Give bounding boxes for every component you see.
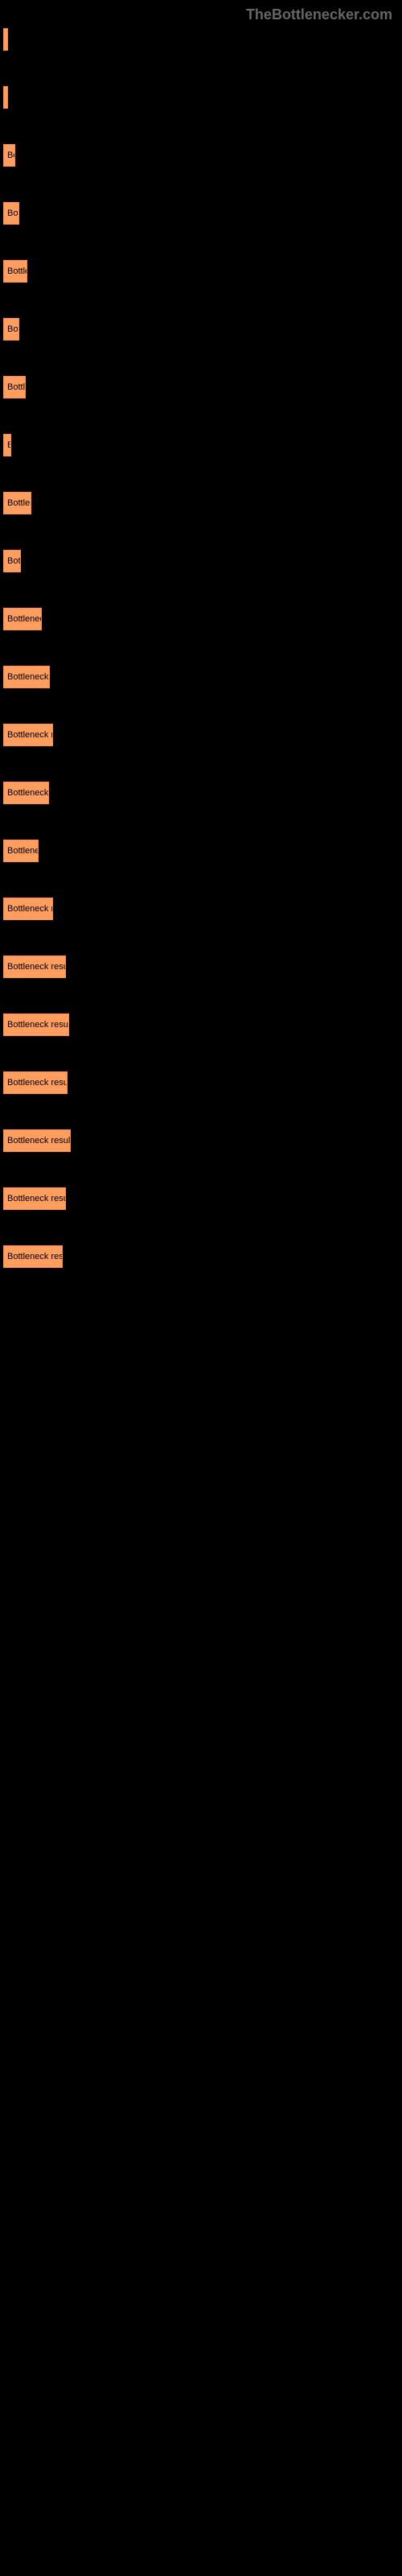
bar[interactable]: Bottleneck result — [3, 1071, 68, 1094]
bar[interactable]: Bottleneck result — [3, 956, 66, 978]
bar-row: Bottleneck result — [3, 838, 402, 862]
bar-row: Bottleneck result — [3, 664, 402, 688]
bar[interactable]: Bottleneck result — [3, 666, 50, 688]
bar-row: Bottleneck result — [3, 1012, 402, 1036]
bar-row: Bottleneck result — [3, 258, 402, 283]
bar-row: Bottleneck result — [3, 896, 402, 920]
bar[interactable]: Bottleneck result — [3, 86, 8, 109]
bar[interactable]: Bottleneck result — [3, 144, 15, 167]
bar[interactable]: Bottleneck result — [3, 376, 26, 398]
bar[interactable]: Bottleneck result — [3, 492, 31, 514]
bar[interactable]: Bottleneck result — [3, 898, 53, 920]
bar[interactable]: Bottleneck result — [3, 840, 39, 862]
bar[interactable]: Bottleneck result — [3, 1187, 66, 1210]
bar-row: Bottleneck result — [3, 142, 402, 167]
bar[interactable]: Bottleneck result — [3, 260, 27, 283]
bar-row: Bottleneck result — [3, 1070, 402, 1094]
bar-row: Bottleneck result — [3, 200, 402, 225]
bar[interactable]: Bottleneck result — [3, 782, 49, 804]
bar-row: Bottleneck result — [3, 780, 402, 804]
bar[interactable]: Bottleneck result — [3, 28, 8, 51]
bar-row: Bottleneck result — [3, 85, 402, 109]
bar-row: Bottleneck result — [3, 954, 402, 978]
bar-row: Bottleneck result — [3, 432, 402, 456]
bar-row: Bottleneck result — [3, 1244, 402, 1268]
bar-row: Bottleneck result — [3, 722, 402, 746]
bar-row: Bottleneck result — [3, 606, 402, 630]
bar[interactable]: Bottleneck result — [3, 608, 42, 630]
bar[interactable]: Bottleneck result — [3, 550, 21, 572]
bar-row: Bottleneck result — [3, 316, 402, 341]
bar-row: Bottleneck result — [3, 548, 402, 572]
bar[interactable]: Bottleneck result — [3, 202, 19, 225]
bar[interactable]: Bottleneck result — [3, 434, 11, 456]
bar-row: Bottleneck result — [3, 374, 402, 398]
bar-row: Bottleneck result — [3, 1186, 402, 1210]
bar-row: Bottleneck result — [3, 490, 402, 514]
watermark: TheBottlenecker.com — [0, 0, 402, 27]
bar-row: Bottleneck result — [3, 27, 402, 51]
bar[interactable]: Bottleneck result — [3, 1245, 63, 1268]
bar[interactable]: Bottleneck result — [3, 1129, 71, 1152]
bar[interactable]: Bottleneck result — [3, 1013, 69, 1036]
bar[interactable]: Bottleneck result — [3, 724, 53, 746]
bar[interactable]: Bottleneck result — [3, 318, 19, 341]
bar-row: Bottleneck result — [3, 1128, 402, 1152]
bar-chart: Bottleneck result Bottleneck result Bottle… — [0, 27, 402, 1268]
